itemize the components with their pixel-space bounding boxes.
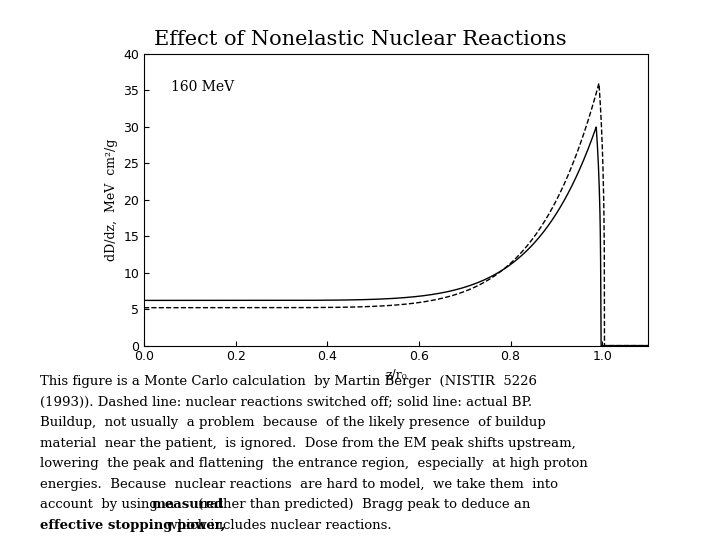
Text: material  near the patient,  is ignored.  Dose from the EM peak shifts upstream,: material near the patient, is ignored. D… (40, 437, 575, 450)
X-axis label: z/r₀: z/r₀ (385, 369, 407, 382)
Text: This figure is a Monte Carlo calculation  by Martin Berger  (NISTIR  5226: This figure is a Monte Carlo calculation… (40, 375, 536, 388)
Text: 160 MeV: 160 MeV (171, 79, 235, 93)
Text: Effect of Nonelastic Nuclear Reactions: Effect of Nonelastic Nuclear Reactions (153, 30, 567, 49)
Text: which includes nuclear reactions.: which includes nuclear reactions. (162, 519, 392, 532)
Text: energies.  Because  nuclear reactions  are hard to model,  we take them  into: energies. Because nuclear reactions are … (40, 478, 557, 491)
Y-axis label: dD/dz,  MeV  cm²/g: dD/dz, MeV cm²/g (104, 139, 117, 261)
Text: (rather than predicted)  Bragg peak to deduce an: (rather than predicted) Bragg peak to de… (194, 498, 531, 511)
Text: account  by using  a: account by using a (40, 498, 179, 511)
Text: Buildup,  not usually  a problem  because  of the likely presence  of buildup: Buildup, not usually a problem because o… (40, 416, 545, 429)
Text: measured: measured (151, 498, 223, 511)
Text: lowering  the peak and flattening  the entrance region,  especially  at high pro: lowering the peak and flattening the ent… (40, 457, 588, 470)
Text: effective stopping power,: effective stopping power, (40, 519, 225, 532)
Text: (1993)). Dashed line: nuclear reactions switched off; solid line: actual BP.: (1993)). Dashed line: nuclear reactions … (40, 396, 532, 409)
